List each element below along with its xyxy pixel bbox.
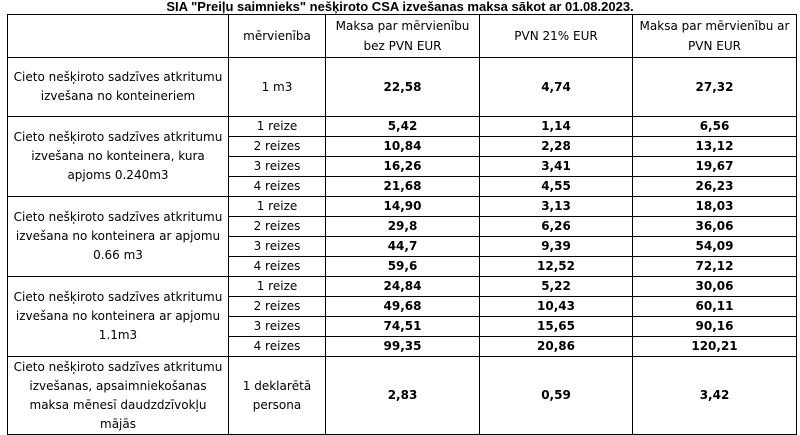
unit-cell: 4 reizes bbox=[228, 256, 326, 277]
vat-cell: 6,26 bbox=[479, 216, 633, 237]
unit-cell: 3 reizes bbox=[228, 156, 326, 177]
price-incl-vat-cell: 72,12 bbox=[632, 256, 797, 277]
price-table: mērvienība Maksa par mērvienību bez PVN … bbox=[7, 14, 797, 435]
service-cell: Cieto nešķiroto sadzīves atkritumu izveš… bbox=[7, 276, 229, 357]
table-row: Cieto nešķiroto sadzīves atkritumu izveš… bbox=[7, 196, 797, 277]
vat-cell: 20,86 bbox=[479, 336, 633, 357]
vat-cell: 5,22 bbox=[479, 276, 633, 297]
service-cell: Cieto nešķiroto sadzīves atkritumu izveš… bbox=[7, 356, 229, 435]
price-excl-vat-cell: 74,51 bbox=[325, 316, 480, 337]
page-title: SIA "Preiļu saimnieks" nešķiroto CSA izv… bbox=[166, 0, 634, 14]
table-row: 4 reizes 99,35 20,86 120,21 bbox=[8, 336, 797, 357]
vat-cell: 2,28 bbox=[479, 136, 633, 157]
table-row: Cieto nešķiroto sadzīves atkritumu izveš… bbox=[7, 356, 797, 435]
table-row: 4 reizes 21,68 4,55 26,23 bbox=[8, 176, 797, 197]
unit-cell: 1 m3 bbox=[228, 57, 326, 117]
table-row: 4 reizes 59,6 12,52 72,12 bbox=[8, 256, 797, 277]
header-price-excl-vat: Maksa par mērvienību bez PVN EUR bbox=[325, 14, 480, 58]
service-cell: Cieto nešķiroto sadzīves atkritumu izveš… bbox=[7, 57, 229, 117]
price-incl-vat-cell: 19,67 bbox=[632, 156, 797, 177]
header-vat: PVN 21% EUR bbox=[479, 14, 633, 58]
vat-cell: 0,59 bbox=[479, 356, 633, 435]
header-service bbox=[7, 14, 229, 58]
unit-cell: 2 reizes bbox=[228, 216, 326, 237]
price-excl-vat-cell: 2,83 bbox=[325, 356, 480, 435]
price-incl-vat-cell: 18,03 bbox=[632, 196, 797, 217]
price-incl-vat-cell: 120,21 bbox=[632, 336, 797, 357]
vat-cell: 9,39 bbox=[479, 236, 633, 257]
unit-cell: 3 reizes bbox=[228, 316, 326, 337]
unit-cell: 4 reizes bbox=[228, 176, 326, 197]
price-incl-vat-cell: 60,11 bbox=[632, 296, 797, 317]
price-incl-vat-cell: 36,06 bbox=[632, 216, 797, 237]
price-incl-vat-cell: 3,42 bbox=[632, 356, 797, 435]
vat-cell: 15,65 bbox=[479, 316, 633, 337]
price-excl-vat-cell: 59,6 bbox=[325, 256, 480, 277]
vat-cell: 4,74 bbox=[479, 57, 633, 117]
table-row: Cieto nešķiroto sadzīves atkritumu izveš… bbox=[7, 276, 797, 357]
price-excl-vat-cell: 44,7 bbox=[325, 236, 480, 257]
price-excl-vat-cell: 10,84 bbox=[325, 136, 480, 157]
table-row: 3 reizes 44,7 9,39 54,09 bbox=[8, 236, 797, 257]
table-row: Cieto nešķiroto sadzīves atkritumu izveš… bbox=[7, 116, 797, 197]
vat-cell: 12,52 bbox=[479, 256, 633, 277]
vat-cell: 4,55 bbox=[479, 176, 633, 197]
header-price-incl-vat: Maksa par mērvienību ar PVN EUR bbox=[632, 14, 797, 58]
price-excl-vat-cell: 49,68 bbox=[325, 296, 480, 317]
unit-cell: 4 reizes bbox=[228, 336, 326, 357]
unit-cell: 2 reizes bbox=[228, 296, 326, 317]
header-row: mērvienība Maksa par mērvienību bez PVN … bbox=[7, 14, 797, 58]
price-excl-vat-cell: 21,68 bbox=[325, 176, 480, 197]
vat-cell: 1,14 bbox=[479, 116, 633, 137]
unit-cell: 1 reize bbox=[228, 116, 326, 137]
service-cell: Cieto nešķiroto sadzīves atkritumu izveš… bbox=[7, 196, 229, 277]
price-excl-vat-cell: 22,58 bbox=[325, 57, 480, 117]
vat-cell: 3,41 bbox=[479, 156, 633, 177]
price-excl-vat-cell: 99,35 bbox=[325, 336, 480, 357]
price-incl-vat-cell: 13,12 bbox=[632, 136, 797, 157]
unit-cell: 2 reizes bbox=[228, 136, 326, 157]
table-row: Cieto nešķiroto sadzīves atkritumu izveš… bbox=[7, 57, 797, 117]
unit-cell: 3 reizes bbox=[228, 236, 326, 257]
price-excl-vat-cell: 24,84 bbox=[325, 276, 480, 297]
vat-cell: 3,13 bbox=[479, 196, 633, 217]
price-incl-vat-cell: 6,56 bbox=[632, 116, 797, 137]
price-excl-vat-cell: 29,8 bbox=[325, 216, 480, 237]
unit-cell: 1 reize bbox=[228, 276, 326, 297]
header-unit: mērvienība bbox=[228, 14, 326, 58]
price-incl-vat-cell: 30,06 bbox=[632, 276, 797, 297]
table-row: 2 reizes 29,8 6,26 36,06 bbox=[8, 216, 797, 237]
price-incl-vat-cell: 27,32 bbox=[632, 57, 797, 117]
unit-cell: 1 deklarētā persona bbox=[228, 356, 326, 435]
price-incl-vat-cell: 26,23 bbox=[632, 176, 797, 197]
price-incl-vat-cell: 90,16 bbox=[632, 316, 797, 337]
price-excl-vat-cell: 14,90 bbox=[325, 196, 480, 217]
price-excl-vat-cell: 5,42 bbox=[325, 116, 480, 137]
service-cell: Cieto nešķiroto sadzīves atkritumu izveš… bbox=[7, 116, 229, 197]
unit-cell: 1 reize bbox=[228, 196, 326, 217]
table-row: 2 reizes 49,68 10,43 60,11 bbox=[8, 296, 797, 317]
vat-cell: 10,43 bbox=[479, 296, 633, 317]
price-excl-vat-cell: 16,26 bbox=[325, 156, 480, 177]
price-incl-vat-cell: 54,09 bbox=[632, 236, 797, 257]
